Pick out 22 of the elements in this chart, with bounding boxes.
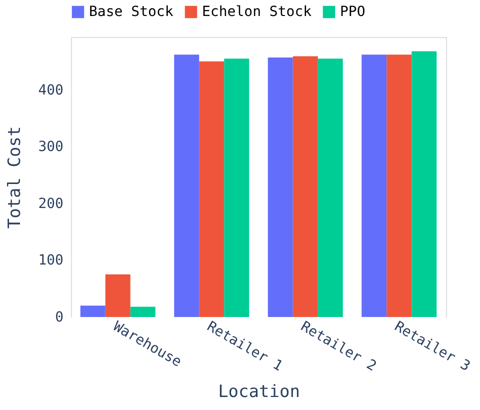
bar bbox=[199, 61, 224, 317]
y-axis-title: Total Cost bbox=[5, 126, 26, 229]
bar bbox=[362, 54, 387, 317]
legend-label: PPO bbox=[340, 4, 366, 20]
bar bbox=[130, 306, 156, 317]
x-axis-title: Location bbox=[218, 382, 300, 402]
bar bbox=[174, 54, 200, 317]
y-tick-label: 300 bbox=[38, 139, 64, 156]
bar bbox=[318, 58, 343, 317]
bar bbox=[412, 51, 437, 317]
legend-label: Base Stock bbox=[89, 4, 174, 20]
y-tick-label: 0 bbox=[55, 310, 64, 326]
bar bbox=[80, 306, 106, 317]
y-tick-label: 100 bbox=[38, 252, 64, 269]
bar bbox=[268, 57, 293, 317]
bar bbox=[386, 54, 412, 317]
y-tick-label: 400 bbox=[38, 82, 64, 98]
bar bbox=[224, 58, 250, 317]
legend-label: Echelon Stock bbox=[202, 4, 312, 20]
bar bbox=[105, 274, 130, 317]
bar bbox=[292, 56, 318, 317]
y-tick-label: 200 bbox=[38, 196, 64, 212]
